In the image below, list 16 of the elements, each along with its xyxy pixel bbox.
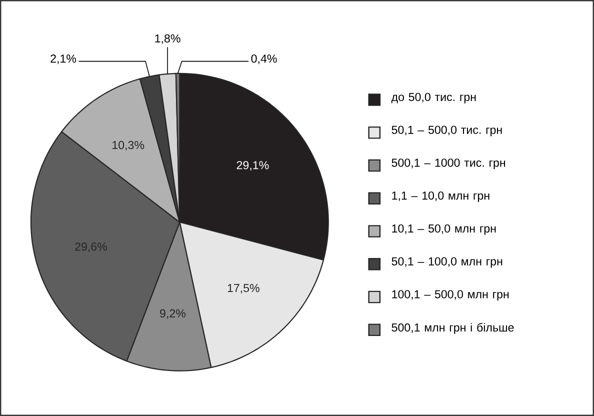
legend-label: 50,1 – 500,0 тис. грн (392, 126, 502, 136)
data-label: 9,2% (160, 309, 186, 319)
legend-label: 1,1 – 10,0 млн грн (392, 192, 490, 202)
legend-label: 100,1 – 500,0 млн грн (392, 290, 509, 301)
legend-label: 10,1 – 50,0 млн грн (392, 224, 496, 235)
data-label: 1,8% (155, 34, 180, 44)
legend-label: 50,1 – 100,0 млн грн (392, 257, 502, 268)
legend-label: до 50,0 тис. грн (391, 92, 476, 104)
data-label: 29,1% (236, 161, 269, 171)
legend-label: 500,1 – 1000 тис. грн (392, 158, 506, 170)
data-label: 0,4% (251, 54, 277, 64)
data-label: 17,5% (228, 284, 260, 294)
data-label: 2,1% (50, 54, 76, 64)
data-label: 10,3% (112, 140, 144, 151)
legend-label: 500,1 млн грн і більше (392, 323, 514, 334)
data-label: 29,6% (75, 242, 107, 252)
